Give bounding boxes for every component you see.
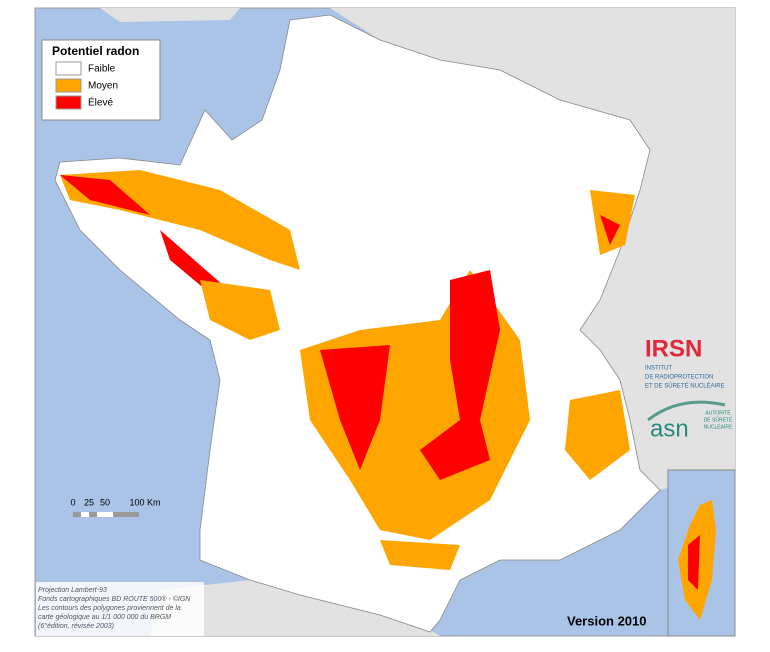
scale-label: 25 bbox=[84, 497, 94, 507]
scale-bar-rect bbox=[81, 512, 89, 517]
zone-medium bbox=[565, 390, 630, 480]
zone-high bbox=[600, 215, 620, 245]
legend-label: Faible bbox=[88, 64, 116, 75]
radon-zones bbox=[60, 170, 635, 570]
credit-line: (6°édition, révisée 2003) bbox=[38, 622, 114, 630]
zone-high bbox=[60, 175, 150, 215]
england bbox=[100, 8, 240, 22]
asn-line: DE SÛRETÉ bbox=[704, 416, 733, 423]
zone-medium bbox=[380, 540, 460, 570]
neighbour-land bbox=[330, 8, 735, 490]
credit-line: Fonds cartographiques BD ROUTE 500® - ©I… bbox=[38, 595, 191, 603]
irsn-line: ET DE SÛRETÉ NUCLÉAIRE bbox=[645, 383, 725, 390]
legend-label: Élevé bbox=[88, 96, 113, 109]
spain bbox=[150, 580, 440, 636]
scale-label: 50 bbox=[100, 497, 110, 507]
legend-items: Faible Moyen Élevé bbox=[55, 61, 118, 110]
legend-swatch bbox=[55, 61, 82, 76]
legend-label: Moyen bbox=[88, 81, 118, 92]
credit-line: Les contours des polygones proviennent d… bbox=[38, 605, 181, 612]
asn-line: NUCLÉAIRE bbox=[704, 423, 733, 430]
asn-logo: asn bbox=[650, 415, 689, 442]
scale-label: 100 Km bbox=[129, 497, 160, 507]
france bbox=[54, 14, 661, 633]
credit-line: Projection Lambert-93 bbox=[38, 587, 107, 594]
credit-line: carte géologique au 1/1 000 000 du BRGM bbox=[38, 614, 171, 621]
asn-swoosh bbox=[647, 400, 726, 422]
irsn-line: INSTITUT bbox=[645, 366, 672, 372]
zone-high bbox=[420, 270, 500, 480]
credits-box bbox=[36, 582, 204, 636]
legend-swatch bbox=[55, 95, 82, 110]
corsica-high bbox=[688, 535, 700, 590]
legend-title: Potentiel radon bbox=[52, 44, 139, 58]
zone-high bbox=[320, 345, 390, 470]
scale-bar: 0 25 50 100 Km bbox=[70, 497, 161, 517]
scale-label: 0 bbox=[70, 497, 75, 507]
irsn-line: DE RADIOPROTECTION bbox=[645, 375, 713, 381]
legend-swatch bbox=[55, 78, 82, 93]
scale-bar-rect bbox=[97, 512, 113, 517]
asn-line: AUTORITÉ bbox=[705, 409, 731, 416]
zone-medium bbox=[200, 280, 280, 340]
irsn-subtitle: INSTITUT DE RADIOPROTECTION ET DE SÛRETÉ N… bbox=[645, 366, 725, 390]
version: Version 2010 bbox=[567, 613, 647, 628]
irsn-logo: IRSN bbox=[645, 335, 702, 362]
